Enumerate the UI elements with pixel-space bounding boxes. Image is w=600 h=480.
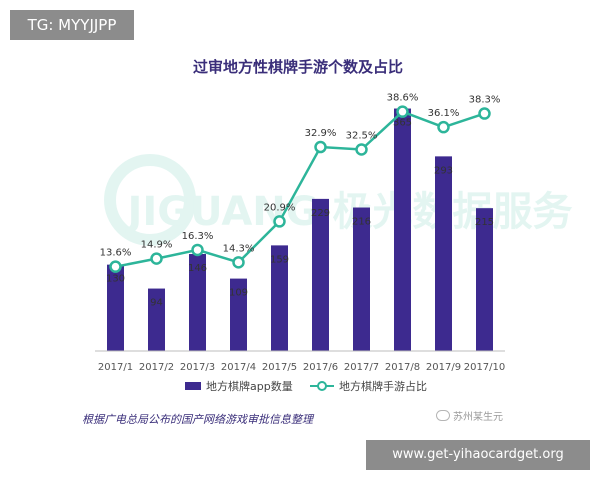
bar-series <box>107 108 493 352</box>
top-tag: TG: MYYJJPP <box>10 10 134 40</box>
watermark-text: JIGUANG 极光数据服务 <box>124 189 572 235</box>
bar-value-label: 293 <box>434 165 453 176</box>
x-tick-label: 2017/1 <box>98 362 133 373</box>
line-point-2017/1 <box>109 260 122 273</box>
bar-value-label: 216 <box>352 217 371 228</box>
bar-2017/4 <box>230 278 247 351</box>
bar-value-label: 109 <box>229 288 248 299</box>
chart-watermark: JIGUANG 极光数据服务 <box>104 154 573 246</box>
bar-2017/8 <box>394 108 411 352</box>
x-tick-label: 2017/6 <box>303 362 338 373</box>
wechat-account-mark: 苏州某生元 <box>436 408 503 423</box>
chart-title: 过审地方性棋牌手游个数及占比 <box>193 58 403 76</box>
line-point-2017/5 <box>273 215 286 228</box>
bar-2017/2 <box>148 288 165 351</box>
line-value-label: 36.1% <box>428 108 460 119</box>
x-axis-tick-labels: 2017/1 2017/2 2017/3 2017/4 2017/5 2017/6 2017… <box>98 362 505 373</box>
line-point-2017/10 <box>478 107 491 120</box>
bar-value-label: 146 <box>188 263 207 274</box>
source-note: 根据广电总局公布的国产网络游戏审批信息整理 <box>82 413 313 426</box>
x-tick-label: 2017/8 <box>385 362 420 373</box>
line-value-label: 14.9% <box>141 240 173 251</box>
bar-2017/9 <box>435 156 452 351</box>
line-point-2017/2 <box>150 252 163 265</box>
line-value-label: 38.3% <box>469 95 501 106</box>
legend-bar-swatch <box>185 382 201 390</box>
line-value-label: 38.6% <box>387 93 419 104</box>
wechat-account-name: 苏州某生元 <box>453 412 503 423</box>
x-tick-label: 2017/3 <box>180 362 215 373</box>
bar-2017/7 <box>353 207 370 351</box>
line-point-2017/7 <box>355 143 368 156</box>
x-tick-label: 2017/7 <box>344 362 379 373</box>
bar-value-label: 365 <box>393 118 412 129</box>
line-value-label: 13.6% <box>100 248 132 259</box>
url-tag: www.get-yihaocardget.org <box>366 440 590 470</box>
legend-line-label: 地方棋牌手游占比 <box>339 379 427 393</box>
line-value-label: 20.9% <box>264 202 296 213</box>
line-path <box>115 110 485 268</box>
bar-2017/5 <box>271 245 288 351</box>
wechat-icon <box>436 410 450 421</box>
legend-line-marker <box>317 381 327 391</box>
bar-2017/3 <box>189 254 206 351</box>
bar-value-labels: 130 94 146 109 159 229 216 365 293 215 <box>106 118 494 309</box>
legend-bar-label: 地方棋牌app数量 <box>206 379 293 393</box>
x-tick-label: 2017/2 <box>139 362 174 373</box>
bar-value-label: 159 <box>270 254 289 265</box>
bar-2017/1 <box>107 264 124 351</box>
line-value-label: 14.3% <box>223 243 255 254</box>
line-series <box>109 105 491 273</box>
line-value-label: 32.5% <box>346 131 378 142</box>
bar-value-label: 229 <box>311 208 330 219</box>
x-tick-label: 2017/10 <box>464 362 506 373</box>
bar-value-label: 94 <box>150 298 163 309</box>
bar-2017/6 <box>312 198 329 351</box>
line-value-label: 32.9% <box>305 128 337 139</box>
line-point-2017/3 <box>191 243 204 257</box>
x-tick-label: 2017/4 <box>221 362 256 373</box>
line-point-2017/8 <box>396 105 409 118</box>
line-value-label: 16.3% <box>182 231 214 242</box>
bar-value-label: 215 <box>475 217 494 228</box>
bar-2017/10 <box>476 208 493 351</box>
line-point-2017/4 <box>232 256 245 269</box>
bar-value-label: 130 <box>106 274 125 285</box>
line-value-labels: 13.6% 14.9% 16.3% 14.3% 20.9% 32.9% 32.5% 38.6%… <box>100 93 501 259</box>
x-tick-label: 2017/9 <box>426 362 461 373</box>
x-tick-label: 2017/5 <box>262 362 297 373</box>
legend: 地方棋牌app数量 地方棋牌手游占比 <box>185 379 427 393</box>
line-point-2017/6 <box>314 140 327 154</box>
line-point-2017/9 <box>437 120 450 134</box>
